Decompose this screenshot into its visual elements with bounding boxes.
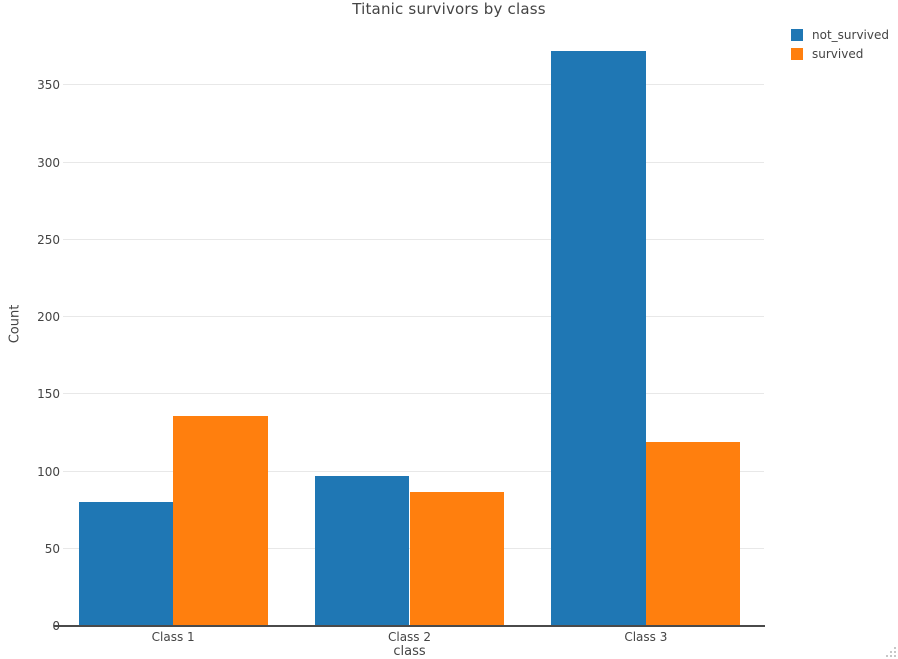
bar-not-survived-class-2[interactable] (314, 476, 410, 626)
bar-not-survived-class-3[interactable] (551, 51, 646, 626)
y-tick-label-350: 350 (37, 78, 60, 93)
bar-survived-class-2[interactable] (409, 491, 505, 626)
x-axis-title: class (393, 644, 426, 659)
bar-survived-class-3[interactable] (645, 442, 741, 626)
plot-area (55, 22, 764, 626)
x-axis-line (54, 625, 765, 627)
x-tick-label-class-1: Class 1 (151, 630, 195, 644)
gridline-350 (63, 84, 764, 86)
y-tick-label-150: 150 (37, 387, 60, 402)
legend: not_survived survived (791, 28, 889, 66)
legend-item-survived[interactable]: survived (791, 47, 889, 61)
x-tick-label-class-2: Class 2 (387, 630, 432, 644)
bar-not-survived-class-1[interactable] (78, 502, 174, 626)
y-tick-label-0: 0 (52, 619, 60, 633)
y-tick-label-200: 200 (37, 310, 60, 325)
y-tick-label-300: 300 (37, 155, 60, 170)
y-tick-label-50: 50 (44, 541, 60, 556)
chart-title: Titanic survivors by class (352, 0, 546, 18)
legend-swatch-icon (791, 48, 803, 60)
gridline-150 (63, 393, 764, 395)
y-tick-label-250: 250 (37, 232, 60, 247)
y-tick-label-100: 100 (37, 464, 60, 479)
gridline-200 (63, 316, 764, 318)
bar-survived-class-1[interactable] (173, 415, 268, 626)
legend-label: not_survived (812, 28, 889, 42)
gridline-300 (63, 161, 764, 163)
resize-grip-icon[interactable] (885, 646, 897, 658)
gridline-100 (63, 470, 764, 472)
legend-label: survived (812, 47, 864, 61)
legend-swatch-icon (791, 29, 803, 41)
gridline-250 (63, 238, 764, 240)
legend-item-not-survived[interactable]: not_survived (791, 28, 889, 42)
x-tick-label-class-3: Class 3 (624, 630, 668, 644)
